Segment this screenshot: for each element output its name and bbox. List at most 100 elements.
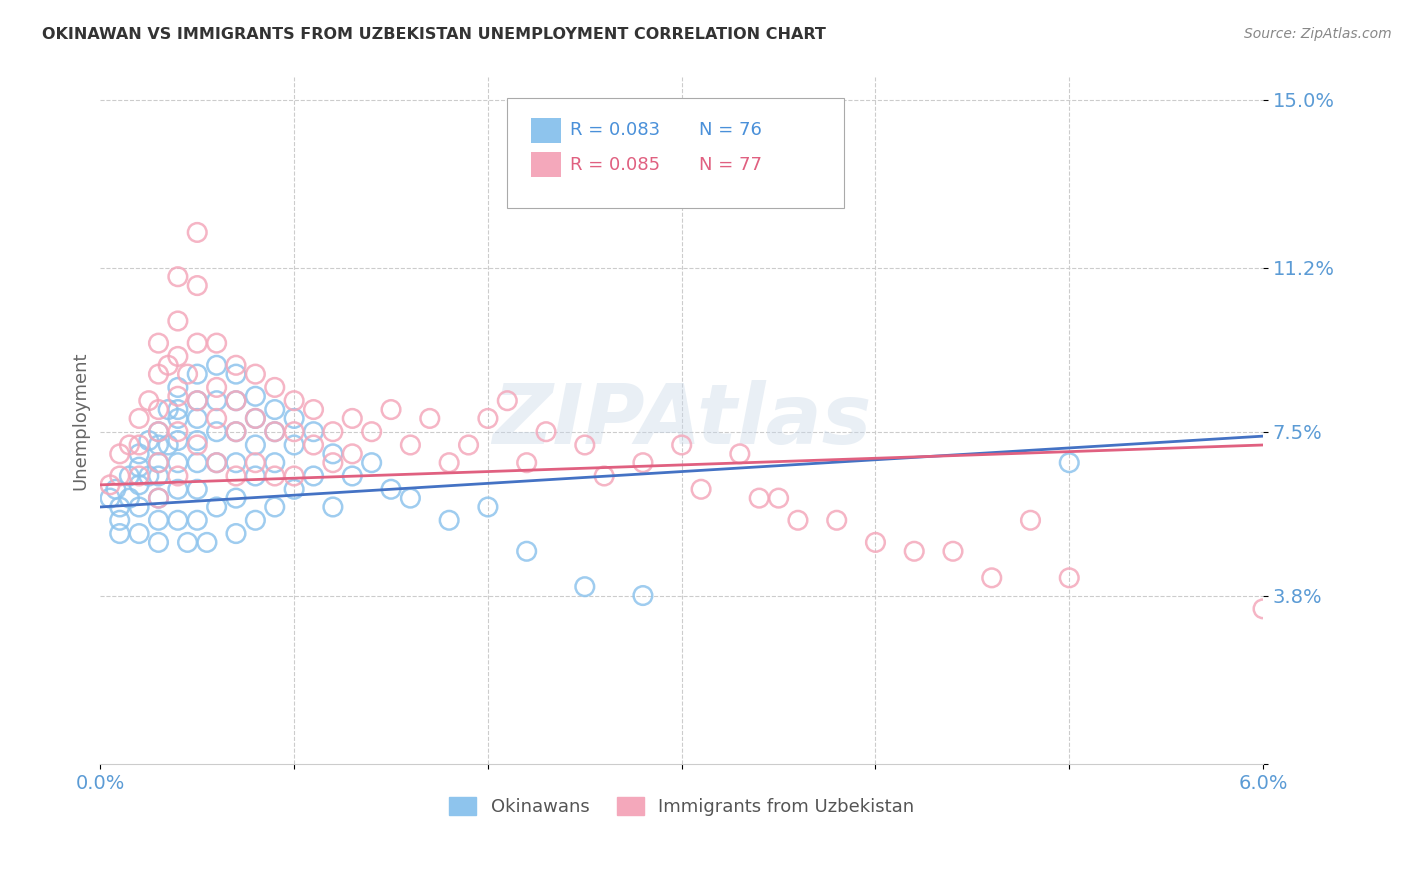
- Point: [225, 456, 247, 470]
- Point: [574, 438, 596, 452]
- Point: [283, 411, 305, 425]
- Point: [225, 425, 247, 439]
- Point: [322, 447, 344, 461]
- Point: [167, 314, 190, 328]
- Point: [167, 456, 190, 470]
- Point: [787, 513, 810, 527]
- Point: [195, 535, 218, 549]
- Point: [167, 350, 190, 364]
- Point: [148, 535, 170, 549]
- Point: [148, 491, 170, 505]
- Point: [167, 425, 190, 439]
- Point: [205, 359, 228, 373]
- Point: [342, 447, 364, 461]
- Point: [167, 389, 190, 403]
- Point: [322, 500, 344, 514]
- Point: [138, 393, 160, 408]
- Point: [108, 500, 131, 514]
- Point: [1251, 602, 1274, 616]
- Point: [186, 411, 208, 425]
- Point: [167, 483, 190, 497]
- Point: [283, 469, 305, 483]
- Point: [534, 425, 557, 439]
- Point: [225, 469, 247, 483]
- Point: [108, 513, 131, 527]
- Point: [283, 438, 305, 452]
- Point: [302, 438, 325, 452]
- Point: [186, 367, 208, 381]
- FancyBboxPatch shape: [530, 118, 561, 143]
- Point: [263, 380, 285, 394]
- Y-axis label: Unemployment: Unemployment: [72, 351, 89, 490]
- Point: [225, 491, 247, 505]
- Point: [302, 469, 325, 483]
- Point: [302, 425, 325, 439]
- Point: [263, 456, 285, 470]
- Point: [671, 438, 693, 452]
- Point: [148, 402, 170, 417]
- Text: N = 76: N = 76: [699, 121, 762, 139]
- Point: [148, 425, 170, 439]
- Point: [1057, 571, 1080, 585]
- Point: [128, 447, 150, 461]
- Point: [1019, 513, 1042, 527]
- Point: [380, 483, 402, 497]
- Point: [980, 571, 1002, 585]
- Point: [138, 434, 160, 448]
- Point: [225, 393, 247, 408]
- Point: [263, 402, 285, 417]
- Legend: Okinawans, Immigrants from Uzbekistan: Okinawans, Immigrants from Uzbekistan: [441, 789, 921, 823]
- Point: [457, 438, 479, 452]
- Point: [593, 469, 616, 483]
- FancyBboxPatch shape: [530, 153, 561, 177]
- Point: [186, 226, 208, 240]
- Point: [205, 411, 228, 425]
- Point: [205, 425, 228, 439]
- Point: [360, 425, 382, 439]
- Point: [128, 438, 150, 452]
- Point: [186, 393, 208, 408]
- Point: [322, 425, 344, 439]
- Point: [245, 389, 267, 403]
- Point: [118, 469, 141, 483]
- Point: [167, 513, 190, 527]
- Point: [205, 456, 228, 470]
- Point: [167, 269, 190, 284]
- Point: [128, 411, 150, 425]
- Point: [186, 278, 208, 293]
- Text: ZIPAtlas: ZIPAtlas: [492, 380, 872, 461]
- Point: [283, 393, 305, 408]
- Point: [322, 456, 344, 470]
- Point: [167, 380, 190, 394]
- Point: [128, 500, 150, 514]
- Point: [516, 544, 538, 558]
- Point: [516, 456, 538, 470]
- Point: [205, 336, 228, 351]
- Point: [148, 438, 170, 452]
- Point: [245, 411, 267, 425]
- Point: [128, 460, 150, 475]
- Point: [167, 469, 190, 483]
- Point: [157, 402, 180, 417]
- Text: N = 77: N = 77: [699, 155, 762, 174]
- Point: [186, 393, 208, 408]
- Point: [104, 483, 127, 497]
- Point: [574, 580, 596, 594]
- Point: [399, 438, 422, 452]
- Point: [148, 367, 170, 381]
- Point: [748, 491, 770, 505]
- Point: [157, 438, 180, 452]
- Point: [148, 456, 170, 470]
- Point: [167, 402, 190, 417]
- Point: [186, 336, 208, 351]
- Point: [176, 367, 198, 381]
- Point: [477, 411, 499, 425]
- Point: [360, 456, 382, 470]
- Point: [108, 526, 131, 541]
- Point: [118, 491, 141, 505]
- Point: [225, 367, 247, 381]
- Point: [825, 513, 848, 527]
- FancyBboxPatch shape: [508, 98, 845, 208]
- Point: [186, 513, 208, 527]
- Point: [225, 526, 247, 541]
